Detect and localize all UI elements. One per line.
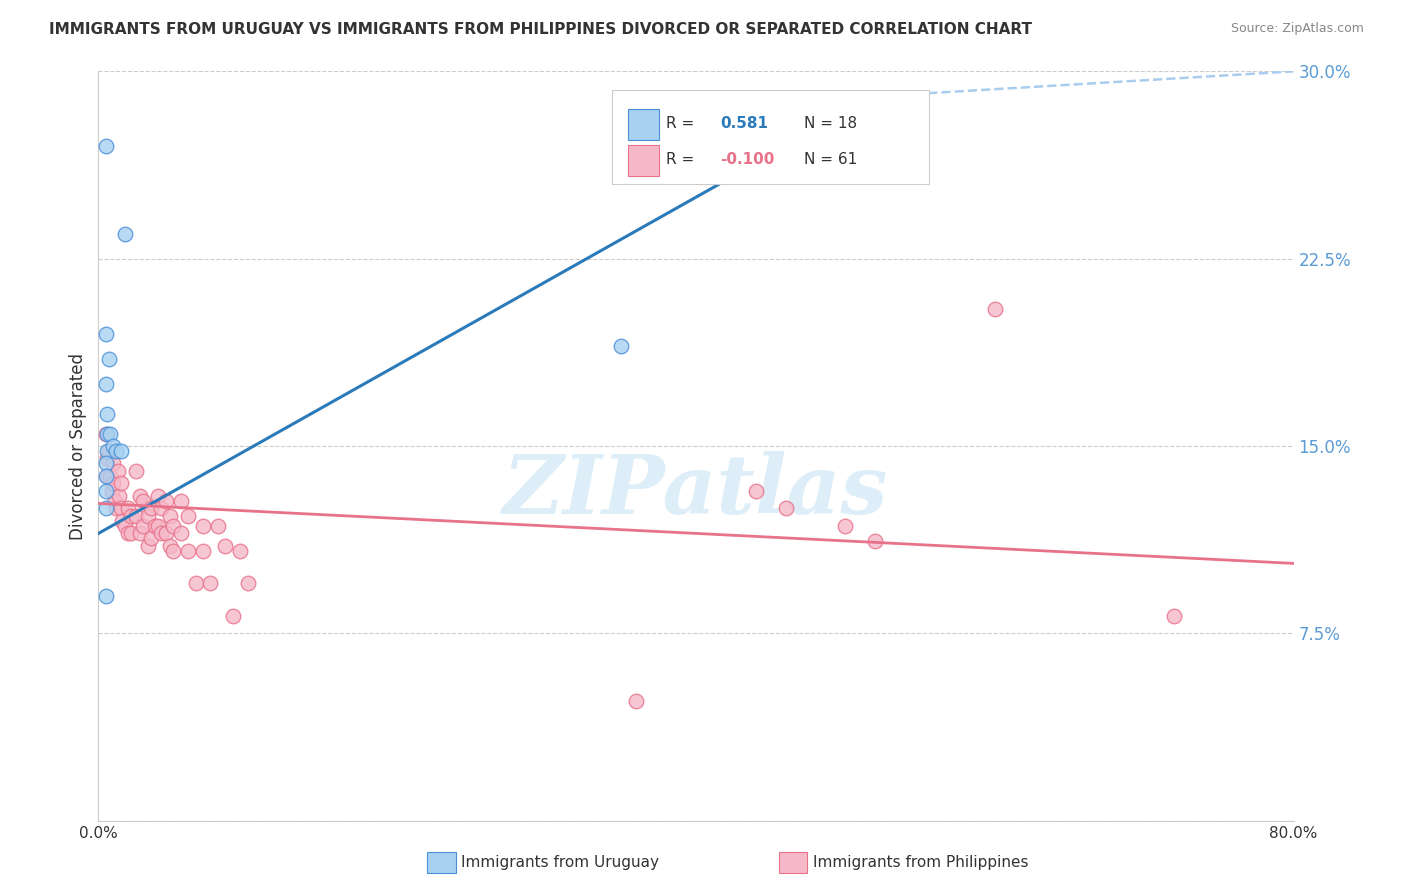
- Point: [125, 464, 148, 478]
- Point: [136, 508, 159, 523]
- Point: [114, 227, 136, 241]
- Point: [94, 501, 117, 516]
- Point: [214, 539, 236, 553]
- Text: ZIPatlas: ZIPatlas: [503, 451, 889, 531]
- Text: 0.581: 0.581: [720, 116, 768, 131]
- Text: IMMIGRANTS FROM URUGUAY VS IMMIGRANTS FROM PHILIPPINES DIVORCED OR SEPARATED COR: IMMIGRANTS FROM URUGUAY VS IMMIGRANTS FR…: [49, 22, 1032, 37]
- Point: [155, 526, 177, 541]
- Point: [94, 457, 117, 471]
- Text: Immigrants from Uruguay: Immigrants from Uruguay: [461, 855, 659, 870]
- Point: [103, 476, 125, 491]
- Point: [169, 494, 191, 508]
- Point: [125, 508, 148, 523]
- Point: [191, 544, 214, 558]
- Point: [117, 526, 139, 541]
- FancyBboxPatch shape: [628, 145, 659, 177]
- Point: [177, 508, 200, 523]
- Point: [191, 519, 214, 533]
- Point: [96, 407, 118, 421]
- Point: [834, 519, 856, 533]
- Point: [155, 494, 177, 508]
- Text: -0.100: -0.100: [720, 153, 775, 168]
- Text: R =: R =: [666, 116, 699, 131]
- Point: [120, 508, 142, 523]
- Point: [184, 576, 207, 591]
- Point: [105, 444, 128, 458]
- FancyBboxPatch shape: [613, 90, 929, 184]
- Point: [105, 501, 128, 516]
- Point: [98, 426, 122, 441]
- Point: [98, 469, 122, 483]
- Text: N = 61: N = 61: [804, 153, 856, 168]
- Point: [139, 532, 162, 546]
- Point: [129, 489, 152, 503]
- Point: [236, 576, 259, 591]
- Point: [169, 526, 191, 541]
- Point: [159, 539, 181, 553]
- Text: N = 18: N = 18: [804, 116, 856, 131]
- Point: [139, 501, 162, 516]
- Point: [94, 469, 117, 483]
- Point: [96, 451, 118, 466]
- Text: R =: R =: [666, 153, 699, 168]
- Point: [229, 544, 252, 558]
- Point: [159, 508, 181, 523]
- Point: [177, 544, 200, 558]
- Point: [110, 501, 132, 516]
- Text: Immigrants from Philippines: Immigrants from Philippines: [813, 855, 1028, 870]
- Point: [94, 426, 117, 441]
- Point: [96, 444, 118, 458]
- Point: [207, 519, 229, 533]
- Point: [104, 494, 127, 508]
- Point: [610, 339, 633, 353]
- Point: [132, 494, 155, 508]
- Point: [117, 501, 139, 516]
- Point: [132, 519, 155, 533]
- Point: [984, 301, 1007, 316]
- Point: [865, 533, 887, 548]
- Point: [97, 351, 120, 366]
- FancyBboxPatch shape: [628, 109, 659, 140]
- Point: [1163, 608, 1185, 623]
- Point: [101, 483, 124, 498]
- Point: [110, 444, 132, 458]
- Point: [94, 483, 117, 498]
- Point: [150, 526, 173, 541]
- Y-axis label: Divorced or Separated: Divorced or Separated: [69, 352, 87, 540]
- Point: [148, 489, 170, 503]
- Point: [96, 469, 118, 483]
- Point: [94, 376, 117, 391]
- Text: Source: ZipAtlas.com: Source: ZipAtlas.com: [1230, 22, 1364, 36]
- Point: [136, 539, 159, 553]
- Point: [129, 526, 152, 541]
- Point: [110, 476, 132, 491]
- Point: [103, 439, 125, 453]
- Point: [148, 519, 170, 533]
- Point: [108, 489, 131, 503]
- Point: [94, 326, 117, 341]
- Point: [745, 483, 768, 498]
- Point: [626, 694, 648, 708]
- Point: [150, 501, 173, 516]
- Point: [775, 501, 797, 516]
- Point: [111, 514, 134, 528]
- Point: [162, 519, 184, 533]
- Point: [200, 576, 222, 591]
- Point: [222, 608, 245, 623]
- Point: [120, 526, 142, 541]
- Point: [103, 457, 125, 471]
- Point: [94, 139, 117, 153]
- Point: [143, 519, 166, 533]
- Point: [114, 519, 136, 533]
- Point: [96, 426, 118, 441]
- Point: [94, 589, 117, 603]
- Point: [97, 444, 120, 458]
- Point: [107, 464, 129, 478]
- Point: [162, 544, 184, 558]
